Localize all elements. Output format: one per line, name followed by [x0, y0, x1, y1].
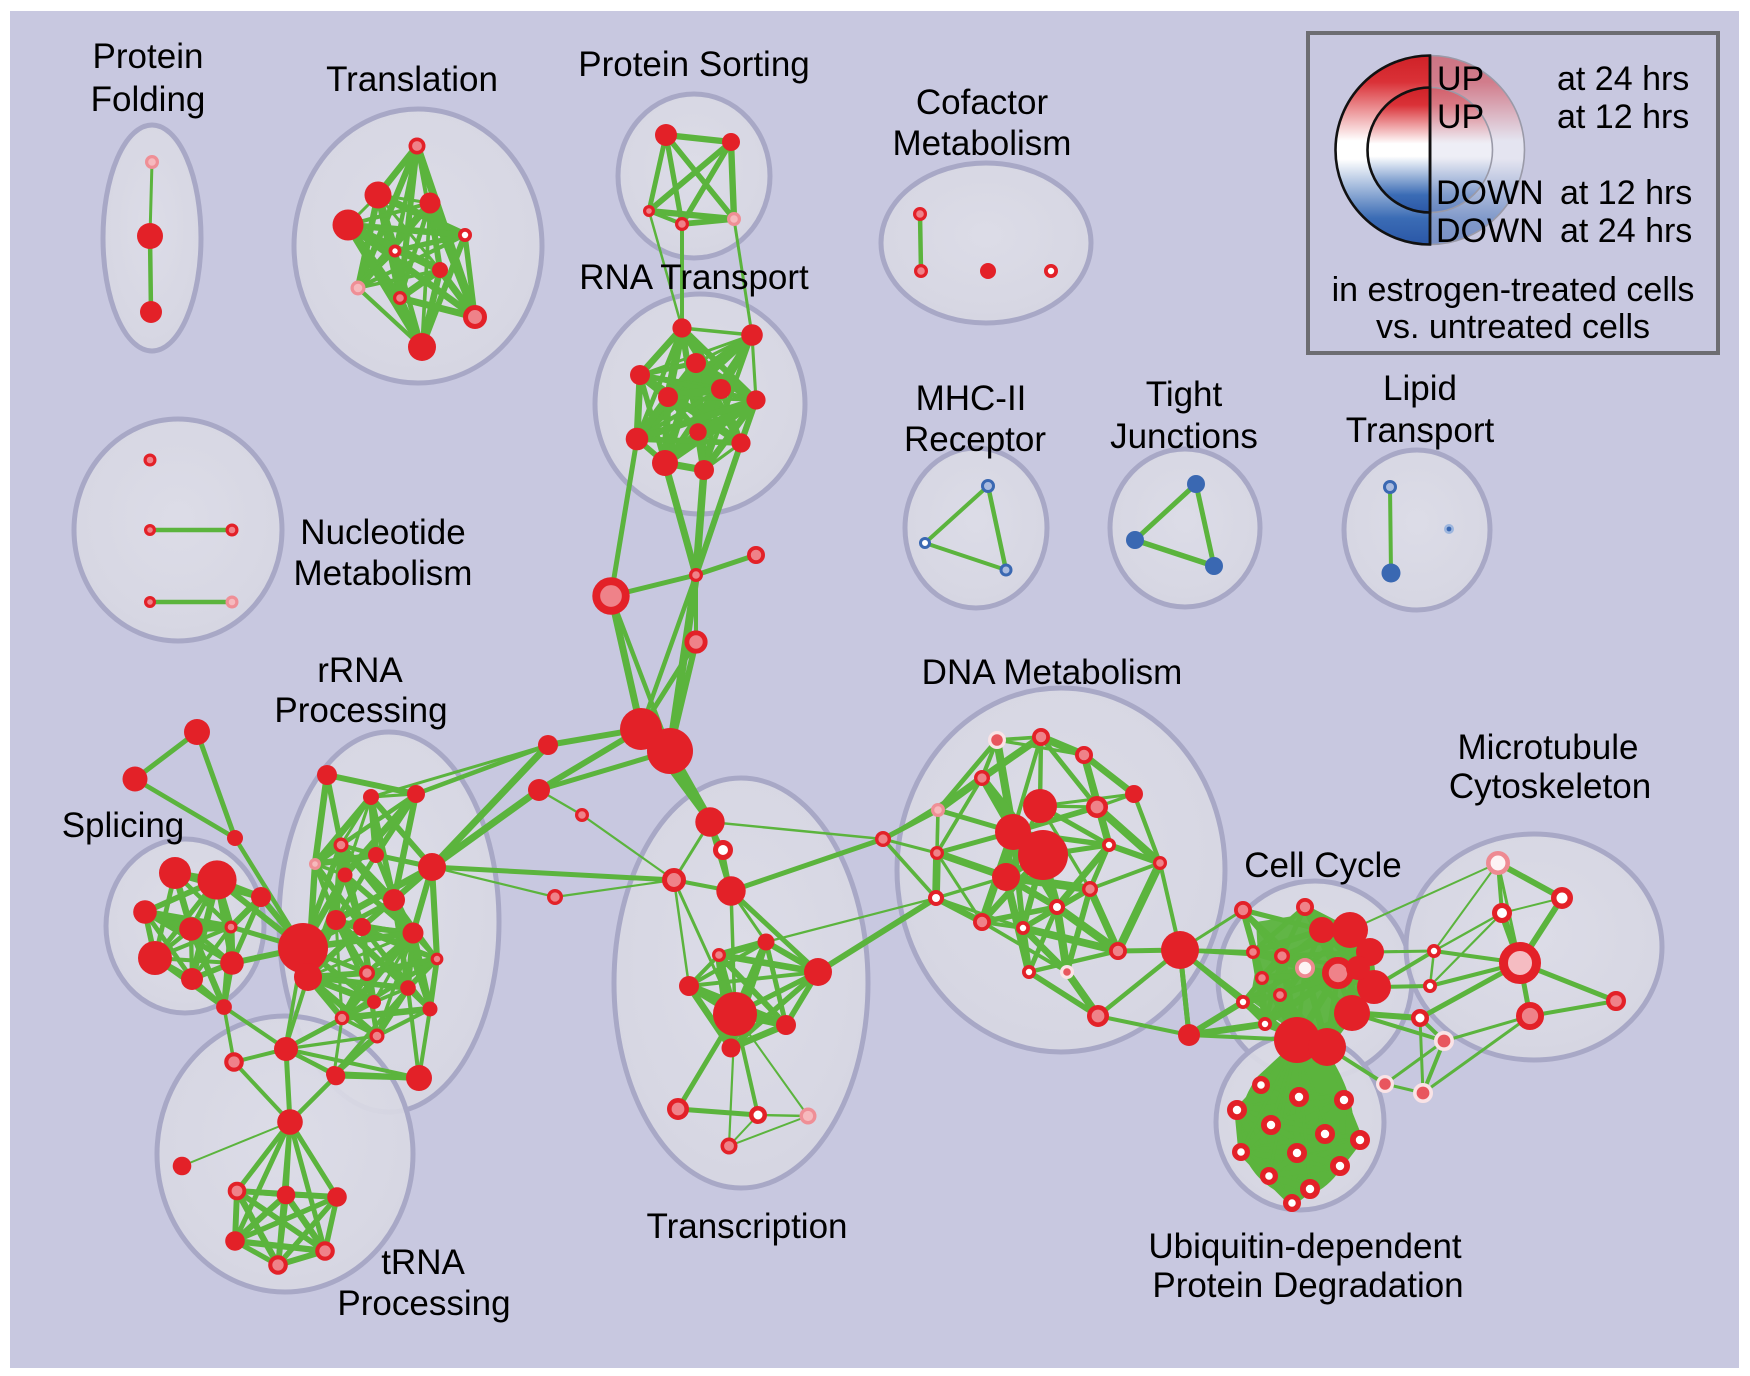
- svg-text:Tight: Tight: [1146, 375, 1223, 414]
- svg-text:Receptor: Receptor: [904, 420, 1046, 459]
- svg-text:UP: UP: [1437, 98, 1484, 136]
- svg-text:Metabolism: Metabolism: [294, 554, 473, 593]
- svg-text:at 24 hrs: at 24 hrs: [1557, 60, 1689, 98]
- svg-text:Protein Sorting: Protein Sorting: [578, 45, 810, 84]
- svg-text:DNA Metabolism: DNA Metabolism: [922, 653, 1183, 692]
- svg-text:Ubiquitin-dependent: Ubiquitin-dependent: [1148, 1227, 1462, 1266]
- svg-text:Translation: Translation: [326, 60, 498, 99]
- svg-text:Folding: Folding: [91, 80, 206, 119]
- svg-text:Cell Cycle: Cell Cycle: [1244, 846, 1402, 885]
- svg-text:Lipid: Lipid: [1383, 369, 1457, 408]
- svg-text:UP: UP: [1437, 60, 1484, 98]
- svg-text:Processing: Processing: [337, 1284, 510, 1323]
- svg-text:vs. untreated cells: vs. untreated cells: [1376, 308, 1650, 346]
- svg-text:Metabolism: Metabolism: [893, 124, 1072, 163]
- svg-text:Processing: Processing: [274, 691, 447, 730]
- svg-text:RNA Transport: RNA Transport: [579, 258, 809, 297]
- svg-text:at 12 hrs: at 12 hrs: [1557, 98, 1689, 136]
- svg-text:Transport: Transport: [1346, 411, 1495, 450]
- svg-text:rRNA: rRNA: [317, 651, 403, 690]
- svg-text:Cofactor: Cofactor: [916, 83, 1049, 122]
- svg-text:MHC-II: MHC-II: [916, 379, 1027, 418]
- svg-text:DOWN: DOWN: [1436, 212, 1544, 250]
- svg-text:Junctions: Junctions: [1110, 417, 1258, 456]
- svg-text:Cytoskeleton: Cytoskeleton: [1449, 767, 1651, 806]
- svg-text:tRNA: tRNA: [381, 1243, 465, 1282]
- svg-text:Transcription: Transcription: [647, 1207, 848, 1246]
- svg-text:at 24 hrs: at 24 hrs: [1560, 212, 1692, 250]
- svg-text:Protein Degradation: Protein Degradation: [1152, 1266, 1463, 1305]
- svg-text:DOWN: DOWN: [1436, 174, 1544, 212]
- svg-text:Nucleotide: Nucleotide: [300, 513, 465, 552]
- svg-text:in estrogen-treated cells: in estrogen-treated cells: [1332, 271, 1695, 309]
- svg-text:Splicing: Splicing: [62, 806, 185, 845]
- svg-text:Microtubule: Microtubule: [1458, 728, 1639, 767]
- svg-text:Protein: Protein: [93, 37, 204, 76]
- svg-text:at 12 hrs: at 12 hrs: [1560, 174, 1692, 212]
